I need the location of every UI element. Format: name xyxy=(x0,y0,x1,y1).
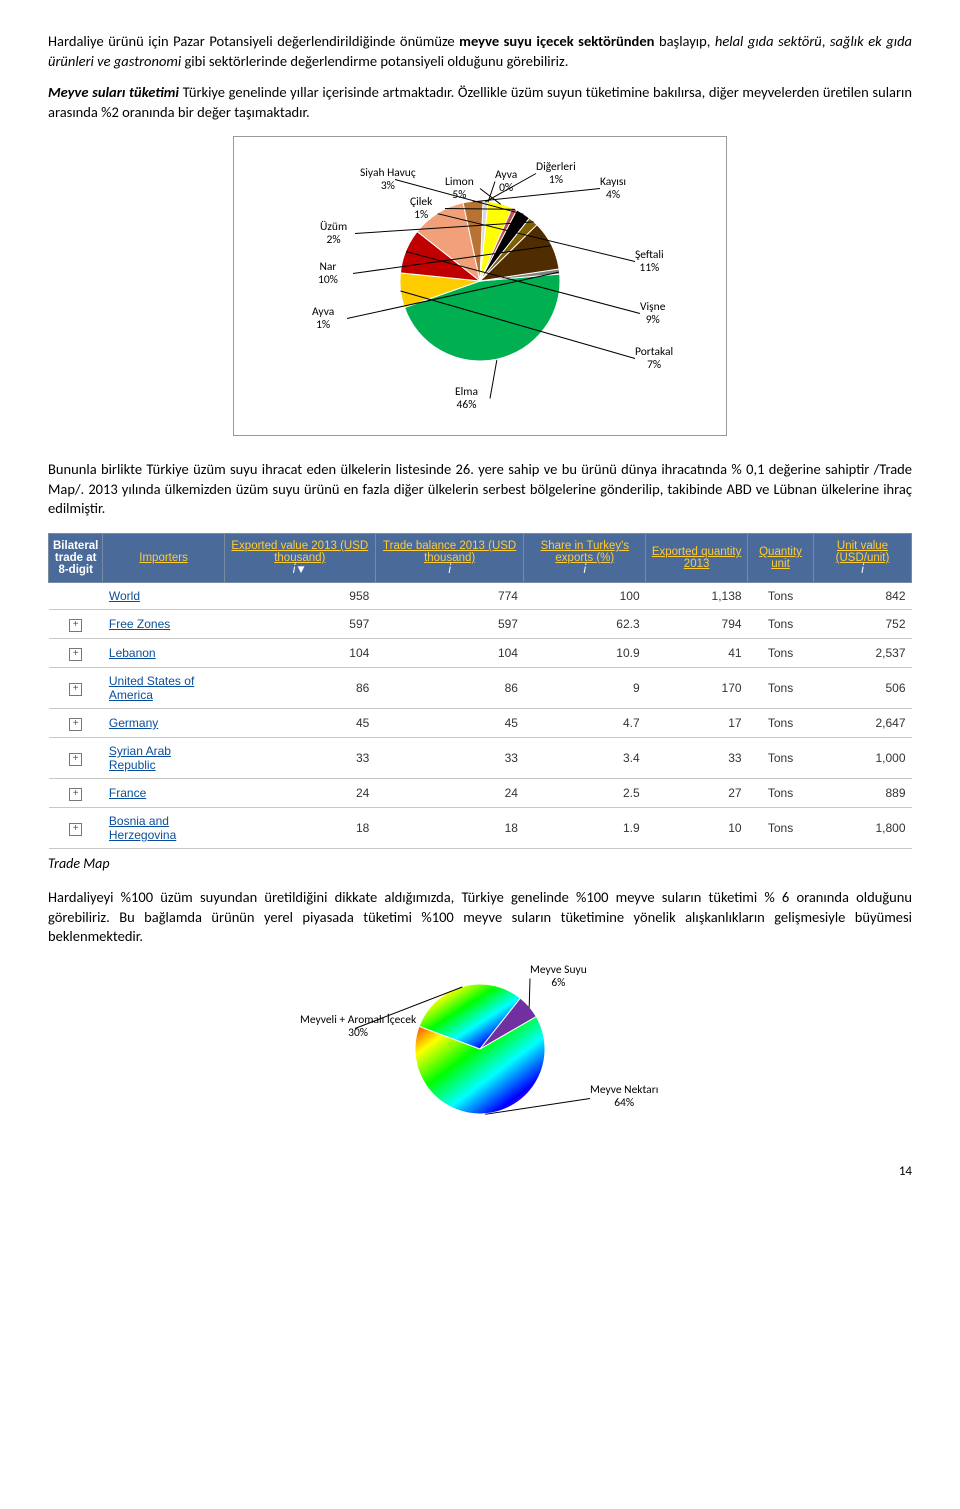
importer-link[interactable]: United States of America xyxy=(103,667,224,708)
expand-icon[interactable]: + xyxy=(69,823,82,836)
expand-icon[interactable]: + xyxy=(69,718,82,731)
paragraph-2: Meyve suları tüketimi Türkiye genelinde … xyxy=(48,83,912,122)
chart-label: Üzüm2% xyxy=(320,221,347,247)
p1g: gibi sektörlerinde değerlendirme potansi… xyxy=(181,52,568,70)
importer-link[interactable]: Germany xyxy=(103,708,224,737)
table-row: +Free Zones59759762.3794Tons752 xyxy=(49,609,912,638)
importer-link[interactable]: World xyxy=(103,582,224,609)
chart-label: Ayva0% xyxy=(495,169,517,195)
chart-label: Diğerleri1% xyxy=(536,161,576,187)
expand-icon[interactable]: + xyxy=(69,648,82,661)
importer-link[interactable]: Bosnia and Herzegovina xyxy=(103,807,224,848)
chart-label: Siyah Havuç3% xyxy=(360,167,416,193)
chart-label: Vişne9% xyxy=(640,301,665,327)
chart-label: Ayva1% xyxy=(312,306,334,332)
chart-label: Kayısı4% xyxy=(600,176,626,202)
table-row: +Lebanon10410410.941Tons2,537 xyxy=(49,638,912,667)
table-row: +Bosnia and Herzegovina18181.910Tons1,80… xyxy=(49,807,912,848)
table-header: Exported quantity 2013 xyxy=(646,533,748,582)
importer-link[interactable]: Free Zones xyxy=(103,609,224,638)
chart-label: Elma46% xyxy=(455,386,478,412)
chart-label: Şeftali11% xyxy=(635,249,664,275)
trade-table: Bilateral trade at 8-digitImportersExpor… xyxy=(48,533,912,849)
page-number: 14 xyxy=(48,1164,912,1179)
importer-link[interactable]: France xyxy=(103,778,224,807)
table-row: +Syrian Arab Republic33333.433Tons1,000 xyxy=(49,737,912,778)
importer-link[interactable]: Lebanon xyxy=(103,638,224,667)
p1c: başlayıp, xyxy=(654,32,714,50)
table-header: Trade balance 2013 (USD thousand)i̇ xyxy=(375,533,524,582)
expand-icon[interactable]: + xyxy=(69,683,82,696)
table-header: Bilateral trade at 8-digit xyxy=(49,533,103,582)
table-row: World9587741001,138Tons842 xyxy=(49,582,912,609)
table-header: Share in Turkey's exports (%)i̇ xyxy=(524,533,646,582)
chart-label: Meyve Nektarı64% xyxy=(590,1084,658,1110)
table-row: +United States of America86869170Tons506 xyxy=(49,667,912,708)
table-header: Importers xyxy=(103,533,224,582)
beverage-type-pie-chart: Meyve Nektarı64%Meyveli + Aromalı İçecek… xyxy=(240,959,720,1134)
importer-link[interactable]: Syrian Arab Republic xyxy=(103,737,224,778)
paragraph-4: Hardaliyeyi %100 üzüm suyundan üretildiğ… xyxy=(48,888,912,947)
chart-label: Nar10% xyxy=(318,261,338,287)
expand-icon[interactable]: + xyxy=(69,753,82,766)
chart-label: Meyve Suyu6% xyxy=(530,964,587,990)
p1a: Hardaliye ürünü için Pazar Potansiyeli d… xyxy=(48,32,459,50)
table-header: Quantity unit xyxy=(748,533,814,582)
paragraph-1: Hardaliye ürünü için Pazar Potansiyeli d… xyxy=(48,32,912,71)
table-header: Exported value 2013 (USD thousand)i̇▼ xyxy=(224,533,375,582)
chart-label: Portakal7% xyxy=(635,346,673,372)
p1b: meyve suyu içecek sektöründen xyxy=(459,32,654,50)
trade-caption: Trade Map xyxy=(48,855,912,872)
p1d: helal gıda sektörü xyxy=(715,32,822,50)
p2a: Meyve suları tüketimi xyxy=(48,83,179,101)
p1e: , xyxy=(822,32,830,50)
expand-icon[interactable]: + xyxy=(69,788,82,801)
paragraph-3: Bununla birlikte Türkiye üzüm suyu ihrac… xyxy=(48,460,912,519)
table-row: +Germany45454.717Tons2,647 xyxy=(49,708,912,737)
table-row: +France24242.527Tons889 xyxy=(49,778,912,807)
expand-icon[interactable]: + xyxy=(69,619,82,632)
chart-label: Çilek1% xyxy=(410,196,432,222)
fruit-juice-pie-chart: Elma46% Portakal7% Vişne9% Şeftali11% Kayısı… xyxy=(233,136,727,436)
table-header: Unit value (USD/unit)i̇ xyxy=(814,533,912,582)
